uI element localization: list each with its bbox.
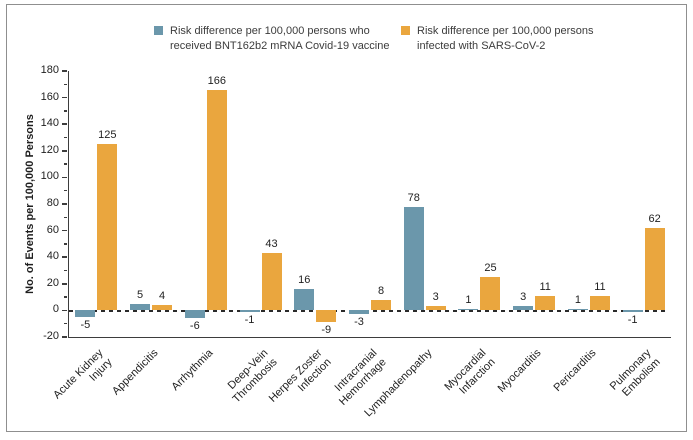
- legend-swatch-infection-icon: [401, 26, 410, 35]
- bar: [644, 227, 665, 311]
- y-minor-tick-mark: [64, 322, 67, 325]
- x-axis-labels: Acute Kidney Injury Appendicitis Arrhythmi…: [52, 337, 670, 437]
- y-tick-mark: [62, 256, 67, 258]
- bar: [261, 253, 282, 311]
- y-minor-tick-mark: [64, 243, 67, 245]
- bar-value-label: 8: [377, 284, 385, 297]
- bar-value-label: 5: [137, 288, 144, 301]
- bar: [371, 299, 391, 311]
- bar-value-label: -1: [627, 313, 638, 326]
- bar: [425, 306, 446, 311]
- y-tick-label: 120: [40, 143, 59, 156]
- y-tick-label: 60: [46, 223, 59, 236]
- bar: [622, 310, 643, 312]
- y-tick-label: 100: [40, 170, 59, 183]
- y-minor-tick-mark: [64, 163, 67, 165]
- bar-value-label: 166: [207, 74, 226, 87]
- y-tick-label: 0: [52, 303, 59, 316]
- bar-value-label: -3: [354, 316, 364, 329]
- y-tick-mark: [62, 123, 67, 125]
- bar: [513, 306, 534, 311]
- bar-value-label: -5: [80, 319, 91, 332]
- bar-value-label: 4: [159, 290, 166, 303]
- bar-value-label: 1: [574, 294, 581, 307]
- y-tick-label: 140: [40, 117, 59, 130]
- y-tick-label: 20: [46, 276, 59, 289]
- bar-value-label: 1: [465, 294, 472, 307]
- bar: [184, 310, 205, 319]
- y-tick-mark: [62, 336, 67, 338]
- bar: [130, 303, 151, 311]
- bar-value-label: 3: [432, 291, 439, 304]
- bar: [403, 206, 424, 311]
- y-tick-mark: [62, 203, 67, 205]
- bar: [316, 310, 337, 323]
- bar-value-label: 125: [98, 129, 117, 142]
- y-minor-tick-mark: [64, 269, 67, 272]
- y-tick-mark: [62, 229, 67, 232]
- bar-value-label: 3: [520, 291, 527, 304]
- bar-value-label: 78: [407, 191, 420, 204]
- bar-value-label: 11: [594, 280, 606, 293]
- bar-value-label: 25: [484, 262, 497, 275]
- bar: [294, 289, 315, 311]
- bar-value-label: 43: [265, 238, 278, 251]
- legend-item-infection: Risk difference per 100,000 persons infe…: [401, 24, 594, 54]
- bar-value-label: -6: [189, 320, 200, 333]
- y-minor-tick-mark: [64, 110, 67, 112]
- y-tick-label: 160: [40, 90, 59, 103]
- legend-label-vaccine-line1: Risk difference per 100,000 persons who: [170, 25, 370, 37]
- bar-value-label: -9: [321, 324, 332, 337]
- y-tick-label: 80: [46, 197, 59, 209]
- legend-label-infection: Risk difference per 100,000 persons infe…: [417, 24, 594, 54]
- bar: [75, 310, 96, 318]
- bar: [567, 309, 588, 311]
- y-minor-tick-mark: [64, 296, 67, 298]
- legend-label-vaccine: Risk difference per 100,000 persons who …: [170, 24, 390, 54]
- y-tick-mark: [62, 150, 67, 152]
- legend-swatch-vaccine-icon: [154, 26, 163, 35]
- bar: [589, 295, 610, 311]
- legend-label-vaccine-line2: received BNT162b2 mRNA Covid-19 vaccine: [170, 40, 390, 52]
- bar: [206, 89, 227, 311]
- plot-area: -20 0 20 40 60 80 100 120 140 160 180 -5 125 5 4 -6 166-…: [41, 64, 671, 342]
- legend-label-infection-line2: infected with SARS-CoV-2: [417, 40, 546, 52]
- x-category-label: Acute Kidney Injury: [51, 347, 116, 402]
- bar: [349, 310, 369, 315]
- bar: [97, 144, 118, 311]
- bar: [458, 309, 479, 311]
- y-minor-tick-mark: [64, 189, 67, 192]
- legend-label-infection-line1: Risk difference per 100,000 persons: [417, 25, 594, 37]
- bar: [535, 295, 556, 311]
- y-minor-tick-mark: [64, 216, 67, 219]
- y-minor-tick-mark: [64, 136, 67, 139]
- y-tick-mark: [62, 283, 67, 285]
- y-tick-label: 40: [46, 250, 59, 263]
- y-tick-label: -20: [43, 330, 59, 342]
- bar-value-label: 16: [298, 274, 311, 287]
- y-tick-mark: [62, 70, 67, 72]
- bar: [480, 277, 501, 311]
- bar: [152, 305, 173, 311]
- bar-value-label: -1: [244, 313, 255, 326]
- bar-value-label: 11: [539, 280, 551, 293]
- y-tick-mark: [62, 309, 67, 312]
- bar-value-label: 62: [648, 212, 661, 225]
- legend-item-vaccine: Risk difference per 100,000 persons who …: [154, 24, 390, 54]
- y-tick-mark: [62, 96, 67, 99]
- bar: [239, 310, 260, 312]
- y-tick-label: 180: [40, 64, 59, 76]
- y-minor-tick-mark: [64, 83, 67, 86]
- y-tick-mark: [62, 176, 67, 179]
